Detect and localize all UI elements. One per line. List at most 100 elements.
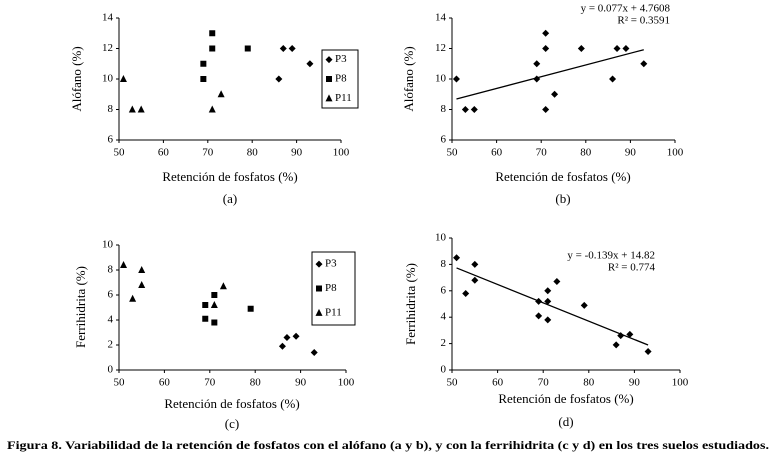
data-point <box>452 75 460 83</box>
x-tick-label: 50 <box>447 147 459 159</box>
data-point <box>551 90 559 98</box>
x-tick-label: 60 <box>491 147 503 159</box>
x-tick-label: 70 <box>538 377 550 389</box>
legend-marker <box>325 94 333 102</box>
y-tick-label: 2 <box>441 337 447 349</box>
data-point <box>306 60 314 68</box>
x-tick-label: 100 <box>333 147 350 159</box>
x-tick-label: 60 <box>159 377 171 389</box>
data-point <box>138 281 146 288</box>
data-point <box>138 266 146 273</box>
x-tick-label: 90 <box>291 147 303 159</box>
y-tick-label: 6 <box>108 289 114 301</box>
data-point <box>202 302 209 308</box>
trend-equation: y = -0.139x + 14.82 <box>567 250 655 262</box>
x-tick-label: 50 <box>114 377 126 389</box>
data-point <box>471 276 479 284</box>
panel-label: (d) <box>558 414 573 429</box>
y-axis-title: Ferrihidrita (%) <box>403 263 418 345</box>
data-point <box>542 29 550 37</box>
data-point <box>462 289 470 297</box>
data-point <box>609 75 617 83</box>
data-point <box>129 294 137 302</box>
data-point <box>288 45 296 52</box>
x-tick-label: 60 <box>492 377 504 389</box>
data-point <box>209 30 216 37</box>
y-tick-label: 14 <box>435 12 447 24</box>
x-tick-label: 100 <box>672 377 689 389</box>
data-point <box>461 106 469 113</box>
trend-equation: y = 0.077x + 4.7608 <box>581 3 671 15</box>
legend-marker <box>325 56 333 64</box>
data-point <box>617 332 625 340</box>
y-tick-label: 6 <box>108 134 114 146</box>
y-tick-label: 0 <box>108 364 114 376</box>
data-point <box>535 312 543 320</box>
x-tick-label: 80 <box>247 147 259 159</box>
data-point <box>275 75 283 83</box>
y-tick-label: 4 <box>108 314 114 326</box>
y-tick-label: 12 <box>435 42 446 54</box>
y-tick-label: 10 <box>435 73 447 85</box>
x-tick-label: 90 <box>629 377 641 389</box>
data-point <box>544 316 552 324</box>
x-tick-label: 80 <box>250 377 262 389</box>
data-point <box>533 60 541 68</box>
data-point <box>580 301 588 309</box>
x-tick-label: 100 <box>338 377 355 389</box>
y-tick-label: 2 <box>108 339 114 351</box>
legend-label: P3 <box>325 258 337 270</box>
x-tick-label: 60 <box>158 147 170 159</box>
legend-label: P11 <box>325 306 342 318</box>
trend-r2: R² = 0.774 <box>608 262 656 274</box>
y-tick-label: 10 <box>435 232 447 244</box>
data-point <box>137 105 145 113</box>
data-point <box>119 75 127 82</box>
y-tick-label: 8 <box>108 103 114 115</box>
x-axis-title: Retención de fosfatos (%) <box>162 169 297 184</box>
legend-label: P8 <box>325 282 337 294</box>
y-axis-title: Alófano (%) <box>69 46 84 111</box>
x-axis-title: Retención de fosfatos (%) <box>495 169 630 184</box>
data-point <box>470 106 478 113</box>
y-tick-label: 4 <box>441 311 447 323</box>
y-tick-label: 8 <box>441 258 447 270</box>
legend-marker <box>316 285 322 292</box>
trend-line <box>456 267 649 346</box>
x-tick-label: 100 <box>667 147 684 159</box>
data-point <box>644 348 652 356</box>
data-point <box>613 45 621 52</box>
panel-label: (c) <box>225 416 239 431</box>
data-point <box>544 297 552 305</box>
data-point <box>577 45 585 52</box>
data-point <box>612 341 620 349</box>
x-tick-label: 80 <box>583 377 595 389</box>
x-tick-label: 80 <box>580 147 592 159</box>
y-tick-label: 8 <box>108 264 114 276</box>
x-axis-title: Retención de fosfatos (%) <box>164 396 299 411</box>
figure-caption: Figura 8. Variabilidad de la retención d… <box>7 438 769 452</box>
data-point <box>544 287 552 295</box>
data-point <box>217 90 225 98</box>
data-point <box>209 45 216 52</box>
data-point <box>278 342 286 350</box>
data-point <box>471 260 479 268</box>
data-point <box>128 105 136 113</box>
x-tick-label: 50 <box>114 147 126 159</box>
legend-label: P8 <box>335 73 347 85</box>
data-point <box>202 315 209 322</box>
x-tick-label: 70 <box>536 147 548 159</box>
trend-line <box>456 49 644 100</box>
y-axis-title: Alófano (%) <box>401 46 416 111</box>
x-tick-label: 50 <box>447 377 459 389</box>
data-point <box>247 305 254 312</box>
data-point <box>200 60 207 67</box>
panel-label: (a) <box>223 191 237 206</box>
legend-label: P11 <box>335 92 352 104</box>
x-tick-label: 70 <box>202 147 214 159</box>
y-tick-label: 6 <box>441 134 447 146</box>
data-point <box>210 301 218 308</box>
trend-r2: R² = 0.3591 <box>617 15 670 27</box>
data-point <box>283 334 291 341</box>
